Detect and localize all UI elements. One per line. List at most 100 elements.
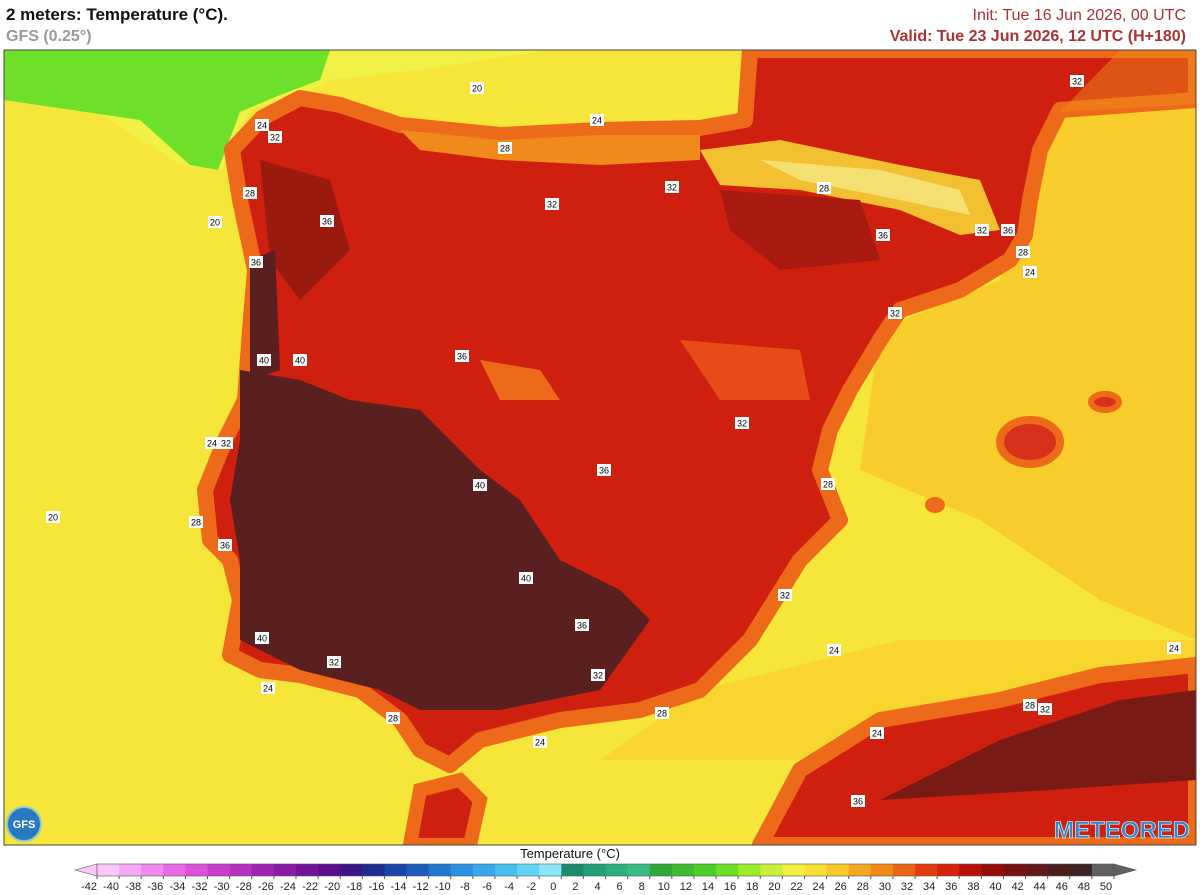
colorbar-swatch: [804, 864, 827, 876]
warm-patch: [680, 340, 810, 400]
island: [1088, 391, 1122, 413]
colorbar-swatch: [472, 864, 496, 876]
contour-label-box: [386, 712, 400, 724]
colorbar-tick-label: -38: [125, 881, 141, 893]
contour-label: 24: [207, 438, 217, 448]
colorbar-swatch: [848, 864, 872, 876]
colorbar-tick-label: -14: [391, 881, 407, 893]
colorbar-tick-label: -18: [346, 881, 362, 893]
colorbar-swatch: [185, 864, 208, 876]
colorbar-tick-label: -26: [258, 881, 274, 893]
colorbar-tick-label: -8: [460, 881, 470, 893]
colorbar-tick-label: 10: [658, 881, 670, 893]
colorbar-tick-label: 6: [617, 881, 623, 893]
contour-label: 24: [535, 737, 545, 747]
contour-label: 36: [457, 351, 467, 361]
colorbar-swatch: [1091, 864, 1115, 876]
colorbar-swatch: [539, 864, 562, 876]
island: [925, 497, 945, 513]
mountain-band: [400, 130, 700, 165]
colorbar-tick-label: -16: [368, 881, 384, 893]
contour-label-box: [473, 479, 487, 491]
colorbar-tick-label: 48: [1078, 881, 1090, 893]
contour-label: 28: [823, 479, 833, 489]
contour-label: 24: [829, 645, 839, 655]
contour-label: 28: [657, 708, 667, 718]
colorbar-tick-label: 18: [746, 881, 758, 893]
colorbar-swatch: [627, 864, 651, 876]
contour-label: 32: [1072, 76, 1082, 86]
contour-label-box: [778, 589, 792, 601]
contour-label-box: [655, 707, 669, 719]
contour-label: 28: [388, 713, 398, 723]
contour-label-box: [1023, 699, 1037, 711]
island: [996, 416, 1064, 468]
contour-label: 40: [259, 355, 269, 365]
logo-left: [6, 806, 42, 842]
colorbar-tick-label: -30: [214, 881, 230, 893]
contour-label-box: [821, 478, 835, 490]
colorbar-tick-label: -6: [482, 881, 492, 893]
contour-label-box: [498, 142, 512, 154]
contour-label-box: [827, 644, 841, 656]
contour-label-box: [1016, 246, 1030, 258]
colorbar-swatch: [141, 864, 164, 876]
contour-label-box: [533, 736, 547, 748]
colorbar-tick-label: 24: [812, 881, 824, 893]
warm-patch: [480, 360, 560, 400]
contour-label-box: [817, 182, 831, 194]
pyrenees-peaks: [760, 160, 970, 215]
colorbar-swatch: [1003, 864, 1026, 876]
contour-label: 32: [221, 438, 231, 448]
contour-label-box: [208, 216, 222, 228]
colorbar-tick-label: -2: [526, 881, 536, 893]
colorbar-swatch: [384, 864, 407, 876]
contour-label-box: [205, 437, 219, 449]
colorbar-tick-label: 38: [967, 881, 979, 893]
contour-label: 28: [191, 517, 201, 527]
colorbar-swatch: [494, 864, 518, 876]
colorbar-swatch: [870, 864, 894, 876]
valid-time: Valid: Tue 23 Jun 2026, 12 UTC (H+180): [890, 28, 1186, 45]
colorbar-tick-label: -22: [302, 881, 318, 893]
colorbar-tick-label: -28: [236, 881, 252, 893]
contour-label: 32: [1040, 704, 1050, 714]
contour-label: 28: [500, 143, 510, 153]
colorbar-tick-label: 36: [945, 881, 957, 893]
contour-label: 24: [263, 683, 273, 693]
title: 2 meters: Temperature (°C).: [6, 5, 228, 24]
colorbar-swatch: [119, 864, 142, 876]
colorbar-tick-label: -34: [169, 881, 185, 893]
colorbar-tick-label: -32: [192, 881, 208, 893]
colorbar-swatch: [937, 864, 960, 876]
init-time: Init: Tue 16 Jun 2026, 00 UTC: [973, 7, 1186, 24]
colorbar-swatch: [251, 864, 275, 876]
colorbar-tick-label: 50: [1100, 881, 1112, 893]
contour-label: 24: [1025, 267, 1035, 277]
contour-label: 36: [878, 230, 888, 240]
africa: [402, 772, 488, 845]
contour-label-box: [591, 669, 605, 681]
colorbar-tick-label: -36: [147, 881, 163, 893]
colorbar-tick-label: 44: [1034, 881, 1046, 893]
logo-left-text: GFS: [13, 819, 36, 831]
colorbar-swatch: [340, 864, 363, 876]
colorbar-swatch: [782, 864, 805, 876]
contour-label: 32: [329, 657, 339, 667]
colorbar-swatch: [450, 864, 474, 876]
contour-label: 32: [890, 308, 900, 318]
contour-label: 36: [577, 620, 587, 630]
colorbar-swatch: [981, 864, 1004, 876]
contour-label-box: [975, 224, 989, 236]
contour-label-box: [219, 437, 233, 449]
colorbar-tick-label: -4: [504, 881, 514, 893]
land-hottest: [230, 370, 650, 710]
colorbar-swatch: [207, 864, 230, 876]
colorbar-swatch: [295, 864, 319, 876]
contour-label: 32: [547, 199, 557, 209]
contour-label: 36: [220, 540, 230, 550]
colorbar-swatch: [273, 864, 297, 876]
colorbar-arrow: [73, 863, 98, 877]
subtitle: GFS (0.25°): [6, 28, 92, 45]
